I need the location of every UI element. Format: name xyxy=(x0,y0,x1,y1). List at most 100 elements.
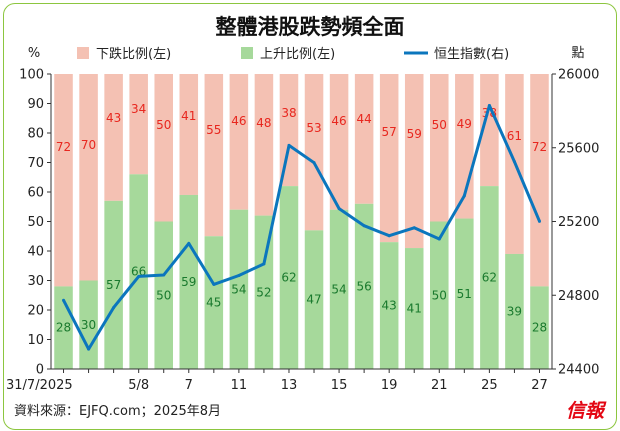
x-tick-label: 21 xyxy=(431,378,448,393)
left-tick-label: 100 xyxy=(19,68,44,83)
bar-down xyxy=(154,74,173,222)
bar-down xyxy=(480,74,499,187)
data-label-down: 48 xyxy=(256,116,271,130)
chart-frame: 整體港股跌勢頻全面 % 點 下跌比例(左) 上升比例(左) 恒生指數(右) 0 1… xyxy=(3,3,617,430)
bar-up xyxy=(104,200,123,369)
x-tick-label: 7 xyxy=(185,378,193,393)
hsi-point xyxy=(262,262,266,266)
left-axis-unit: % xyxy=(28,46,40,61)
data-label-up: 52 xyxy=(256,285,271,299)
data-label-down: 41 xyxy=(181,109,196,123)
data-label-down: 44 xyxy=(356,112,371,126)
bar-down xyxy=(204,74,224,237)
bar-down xyxy=(329,74,349,210)
bar-down xyxy=(129,74,148,175)
data-label-up: 41 xyxy=(407,302,422,316)
bar-up xyxy=(279,186,299,369)
data-label-up: 47 xyxy=(306,293,321,307)
data-label-down: 70 xyxy=(81,138,96,152)
left-tick-label: 60 xyxy=(27,186,44,201)
data-label-down: 46 xyxy=(331,114,346,128)
data-label-up: 30 xyxy=(81,318,96,332)
plot-area: 0102030405060708090100244002480025200256… xyxy=(6,68,599,394)
right-tick-label: 25600 xyxy=(558,141,599,156)
x-tick-label: 31/7/2025 xyxy=(6,378,73,393)
left-tick-label: 70 xyxy=(27,156,44,171)
hsi-point xyxy=(537,219,541,223)
hsi-point xyxy=(62,298,66,302)
source-note: 資料來源：EJFQ.com；2025年8月 xyxy=(14,404,221,419)
left-tick-label: 10 xyxy=(27,333,44,348)
x-tick-label: 5/8 xyxy=(128,378,149,393)
right-axis-unit: 點 xyxy=(571,46,584,61)
hsi-point xyxy=(487,104,491,108)
bar-down xyxy=(179,74,199,195)
data-label-up: 28 xyxy=(532,321,547,335)
data-label-down: 61 xyxy=(507,129,522,143)
hsi-point xyxy=(387,234,391,238)
hsi-point xyxy=(162,273,166,277)
bar-up xyxy=(530,286,549,369)
data-label-up: 62 xyxy=(482,271,497,285)
right-tick-label: 24400 xyxy=(558,363,599,378)
bar-up xyxy=(430,221,449,369)
bar-up xyxy=(204,236,224,369)
x-tick-label: 15 xyxy=(331,378,348,393)
bar-up xyxy=(229,209,249,369)
data-label-up: 54 xyxy=(231,282,246,296)
bar-up xyxy=(154,221,173,369)
bar-down xyxy=(354,74,374,204)
data-label-down: 43 xyxy=(106,111,121,125)
hsi-point xyxy=(237,274,241,278)
brand-logo: 信報 xyxy=(566,400,607,422)
legend-swatch-up xyxy=(241,47,253,59)
data-label-up: 56 xyxy=(356,279,371,293)
legend-label-line: 恒生指數(右) xyxy=(434,47,509,62)
data-label-up: 45 xyxy=(206,296,221,310)
hsi-point xyxy=(212,282,216,286)
data-label-down: 38 xyxy=(281,106,296,120)
left-tick-label: 0 xyxy=(36,363,44,378)
data-label-up: 62 xyxy=(281,271,296,285)
hsi-point xyxy=(512,160,516,164)
bar-up xyxy=(455,218,474,369)
data-label-up: 57 xyxy=(106,278,121,292)
left-tick-label: 30 xyxy=(27,274,44,289)
bar-up xyxy=(79,280,98,369)
data-label-up: 43 xyxy=(382,299,397,313)
data-label-up: 51 xyxy=(457,287,472,301)
bar-up xyxy=(179,194,199,369)
chart-title: 整體港股跌勢頻全面 xyxy=(216,15,405,39)
bar-down xyxy=(254,74,274,216)
hsi-point xyxy=(337,207,341,211)
data-label-up: 54 xyxy=(331,282,346,296)
hsi-point xyxy=(187,241,191,245)
hsi-point xyxy=(412,226,416,230)
hsi-point xyxy=(287,143,291,147)
legend-swatch-down xyxy=(77,47,89,59)
bar-up xyxy=(379,242,399,369)
data-label-up: 59 xyxy=(181,275,196,289)
hsi-point xyxy=(362,224,366,228)
data-label-down: 57 xyxy=(382,125,397,139)
bar-up xyxy=(254,215,274,369)
bar-up xyxy=(404,248,424,369)
bar-down xyxy=(379,74,399,243)
hsi-point xyxy=(437,237,441,241)
left-tick-label: 50 xyxy=(27,215,44,230)
data-label-down: 46 xyxy=(231,114,246,128)
data-label-down: 72 xyxy=(532,140,547,154)
hsi-point xyxy=(112,306,116,310)
left-tick-label: 80 xyxy=(27,127,44,142)
x-tick-label: 11 xyxy=(231,378,248,393)
x-tick-label: 13 xyxy=(281,378,298,393)
legend-label-up: 上升比例(左) xyxy=(260,47,335,62)
x-tick-label: 27 xyxy=(531,378,548,393)
bar-down xyxy=(79,74,98,281)
bar-down xyxy=(530,74,549,287)
data-label-down: 49 xyxy=(457,117,472,131)
x-tick-label: 19 xyxy=(381,378,398,393)
data-label-down: 34 xyxy=(131,102,146,116)
data-label-down: 55 xyxy=(206,123,221,137)
bar-up xyxy=(129,174,148,369)
